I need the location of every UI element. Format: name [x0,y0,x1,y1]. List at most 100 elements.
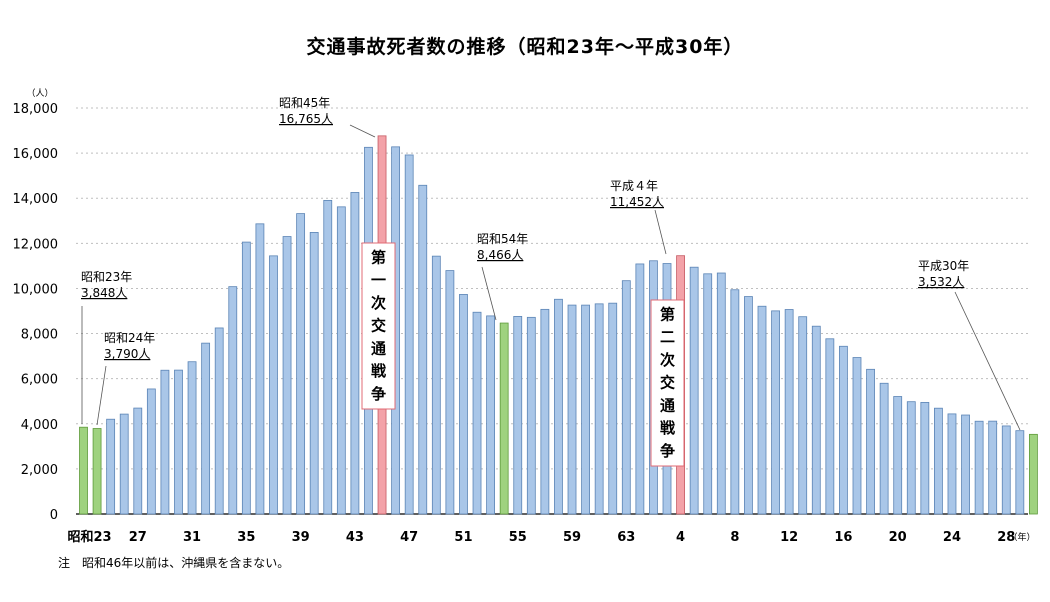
bar [554,298,563,515]
bar [798,316,808,515]
bar [581,304,590,515]
annotation-year: 昭和45年 [279,96,330,110]
bar [336,206,346,515]
x-tick-label: 27 [129,530,147,545]
x-tick-label: 51 [454,530,472,545]
bar [133,407,143,515]
x-tick-label: 55 [509,530,527,545]
annotation-leader [349,124,376,138]
period-char: 争 [371,385,386,403]
annotation-year: 平成４年 [610,179,658,193]
bar [866,368,875,515]
bar [174,369,183,515]
period-char: 次 [371,294,386,312]
bar [974,420,984,515]
bar [499,322,509,515]
annotation-leader [954,291,1021,431]
bar [106,418,116,515]
bar [309,232,319,515]
bar [920,401,930,515]
bar [472,311,482,515]
bar [988,420,998,515]
bar [350,192,360,515]
period-char: 通 [660,396,675,414]
y-tick-label: 12,000 [13,237,59,252]
x-tick-label: 47 [400,530,418,545]
period-char: 交 [660,374,675,392]
bar [852,357,862,515]
x-tick-label: 63 [617,530,635,545]
x-tick-label: 昭和23 [67,529,111,545]
period-char: 戦 [660,419,676,437]
x-tick-label: 43 [346,530,364,545]
bar [811,325,821,515]
bar [906,401,916,515]
annotation-value: 3,790人 [104,347,150,361]
x-tick-label: 16 [834,530,852,545]
period-box [361,242,396,410]
bar [255,223,265,515]
x-tick-label: 35 [237,530,255,545]
y-tick-label: 8,000 [21,328,58,343]
y-tick-label: 2,000 [21,463,58,478]
annotation-year: 昭和23年 [81,270,132,284]
x-tick-label: 20 [889,530,907,545]
bar [214,327,224,515]
bar [1029,433,1038,515]
annotation-leader [96,365,107,426]
period-char: 争 [660,442,675,460]
x-tick-label: 31 [183,530,201,545]
period-char: 交 [371,317,386,335]
bar [934,407,943,515]
bar [825,338,835,515]
bar [201,342,211,515]
period-char: 戦 [371,362,387,380]
y-tick-label: 10,000 [13,282,59,297]
bar [716,272,726,515]
annotation-leader [654,209,667,255]
bar [228,286,238,515]
period-char: 一 [371,271,386,289]
bar [187,361,197,515]
bar [146,388,156,515]
bar [92,428,102,515]
bar [1015,430,1025,515]
period-char: 次 [660,351,675,369]
bar [79,426,88,515]
bar [893,396,903,515]
annotation-value: 3,848人 [81,286,127,300]
annotation-year: 昭和54年 [477,232,528,246]
x-unit-label: （年） [1008,531,1035,543]
bar [730,289,740,515]
bar [879,382,889,515]
bar [961,414,970,515]
bar [526,316,536,515]
bar [269,255,278,515]
y-tick-label: 6,000 [21,373,58,388]
annotation-value: 16,765人 [279,112,333,126]
bar [323,199,333,515]
bar [635,263,645,515]
bar [689,266,699,515]
annotation-value: 3,532人 [918,275,964,289]
x-tick-label: 24 [943,530,961,545]
annotation-year: 平成30年 [918,259,969,273]
bar [784,309,794,515]
bar [513,316,523,515]
bar [486,315,496,515]
bar [771,310,780,515]
bar [404,154,414,515]
bar [282,236,292,515]
bar [296,213,306,515]
footnote: 注 昭和46年以前は、沖縄県を含まない。 [58,556,290,570]
x-tick-label: 28 [997,530,1015,545]
y-tick-label: 4,000 [21,418,58,433]
period-char: 二 [660,328,675,346]
bar [1001,425,1011,515]
annotation-value: 8,466人 [477,248,523,262]
x-tick-label: 4 [676,530,685,545]
annotation-leader [481,266,497,321]
period-char: 通 [371,339,386,357]
